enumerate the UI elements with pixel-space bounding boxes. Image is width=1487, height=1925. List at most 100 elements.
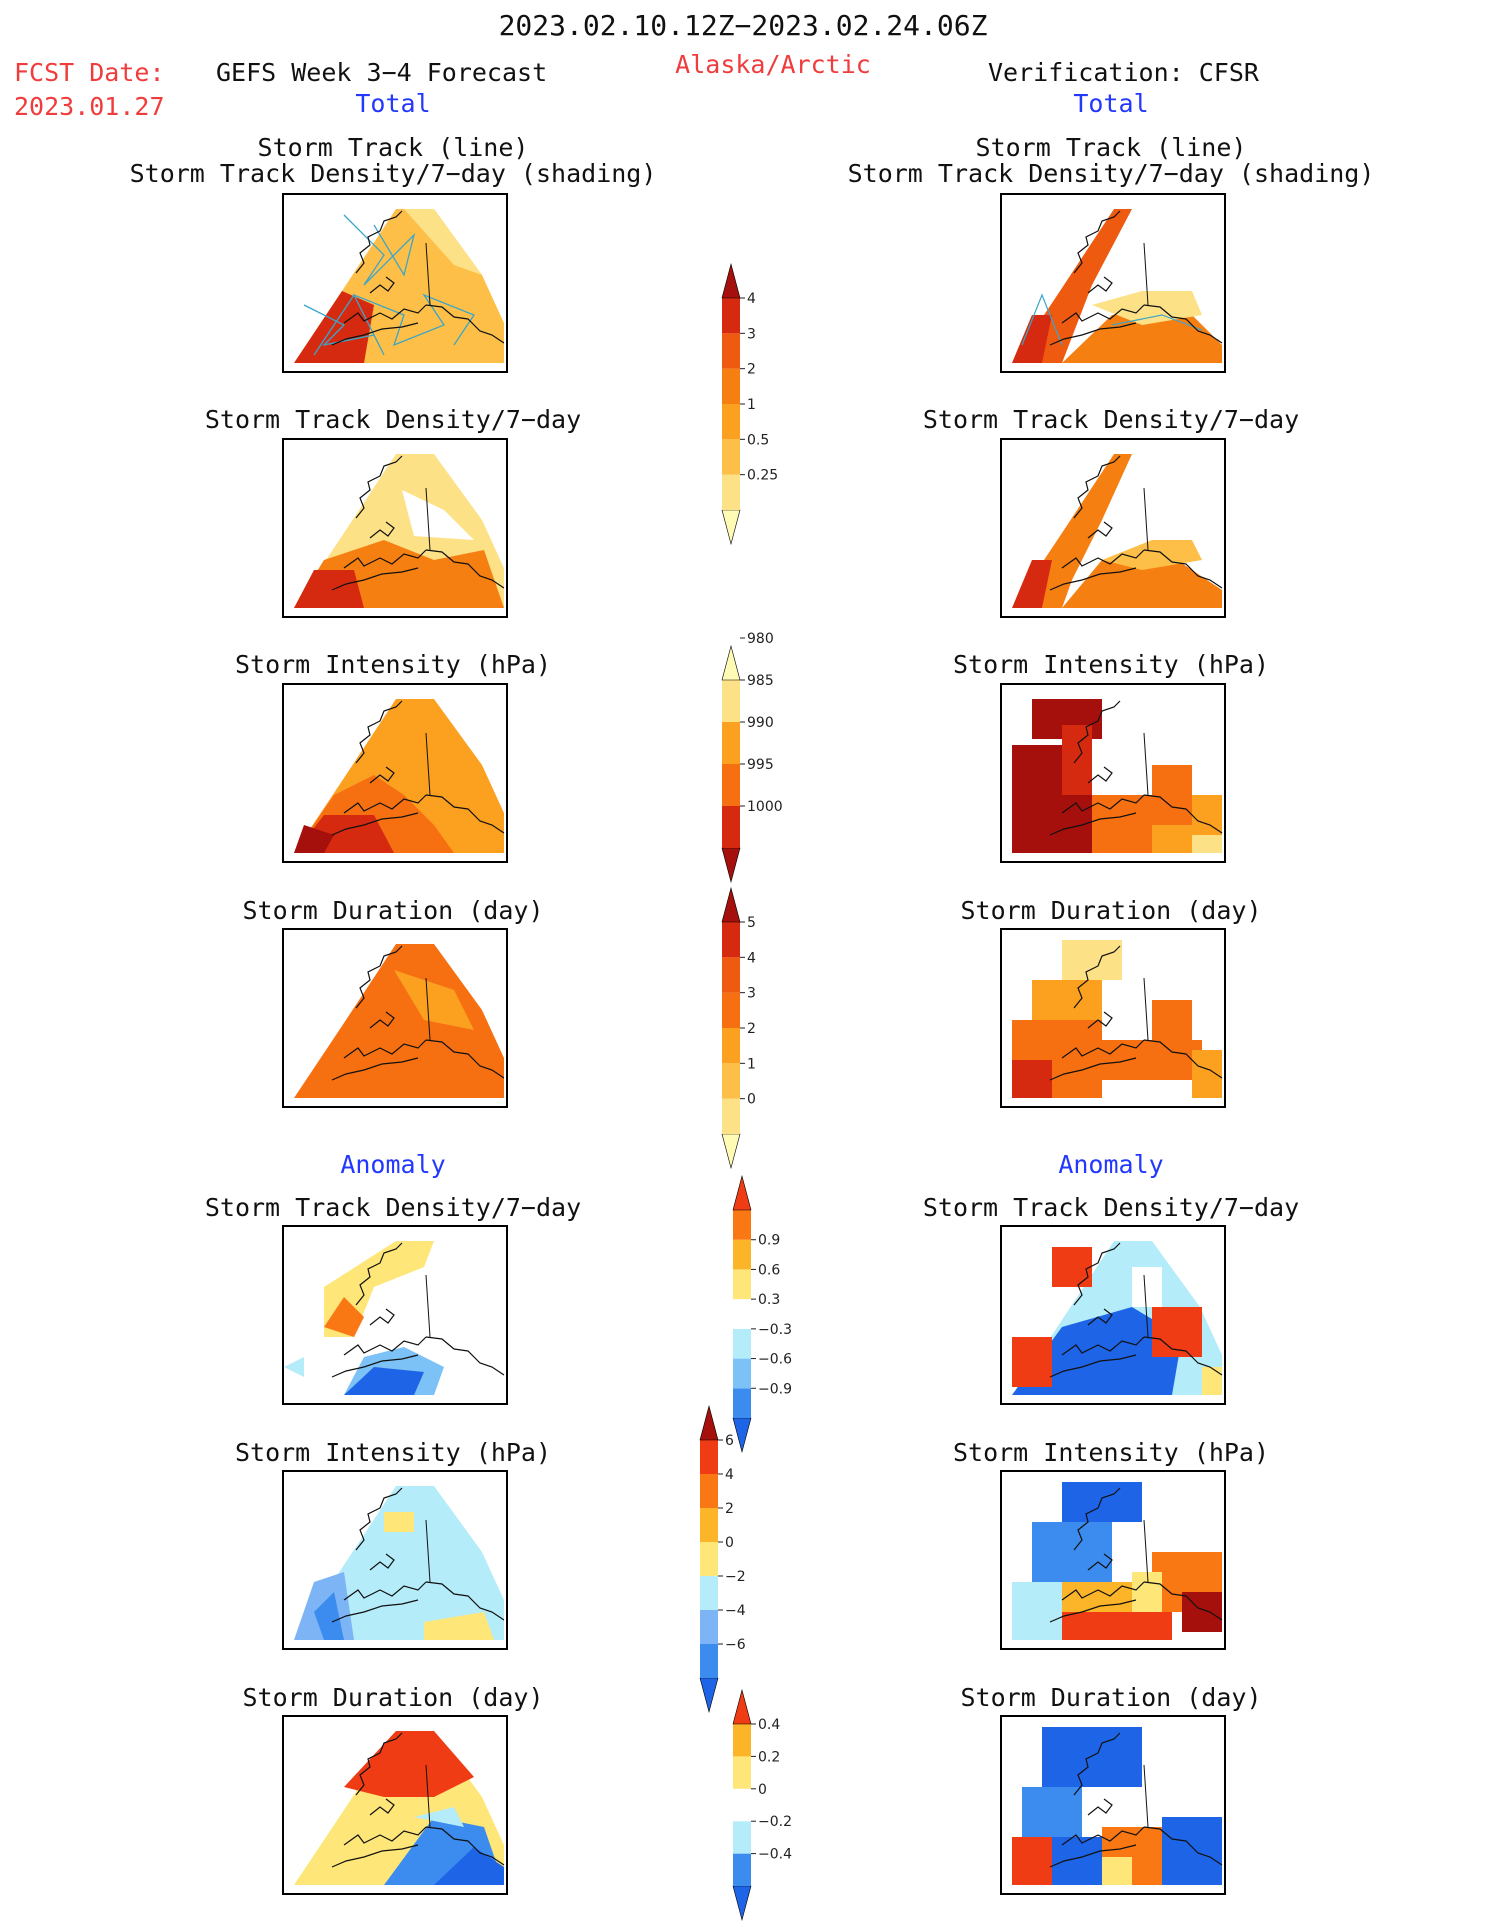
total-label-right: Total (1073, 89, 1149, 118)
title-track-shading-right: Storm Track Density/7−day (shading) (847, 159, 1375, 188)
border-line (425, 732, 431, 796)
colorbar-tick-label: −6 (725, 1637, 746, 1653)
colorbar-svg: −6 −4 −2 0 2 4 6 (699, 1404, 746, 1714)
colorbar-arrow-top (721, 262, 741, 299)
colorbar-arrow-top (721, 644, 741, 681)
border-line (1143, 732, 1149, 796)
shaded-cell (1192, 1050, 1222, 1098)
title-anom-density-right: Storm Track Density/7−day (922, 1193, 1300, 1222)
coastline (1049, 945, 1223, 1081)
map-track-verification (1000, 193, 1226, 373)
colorbar-tick-label: 6 (725, 1433, 734, 1449)
map-intensity-verification (1000, 683, 1226, 863)
colorbar-tick-label: 0 (758, 1782, 767, 1798)
colorbar-segment (733, 1239, 751, 1270)
colorbar-segment (733, 1388, 751, 1418)
anomaly-label-right: Anomaly (1058, 1150, 1164, 1179)
shaded-region (414, 1807, 464, 1827)
colorbar-arrow-top (732, 1688, 752, 1725)
fcst-date-label: FCST Date: (14, 58, 165, 87)
colorbar-arrow-bottom (721, 1133, 741, 1170)
shaded-region (294, 944, 504, 1098)
title-anom-intensity-right: Storm Intensity (hPa) (952, 1438, 1270, 1467)
colorbar-segment (722, 1028, 740, 1064)
colorbar-total-duration: 0 1 2 3 4 5 (721, 886, 800, 1170)
shaded-cell (1192, 835, 1222, 853)
colorbar-tick-label: −0.2 (758, 1814, 792, 1830)
title-intensity-right: Storm Intensity (hPa) (952, 650, 1270, 679)
shaded-region (294, 1241, 504, 1395)
colorbar-tick-label: −4 (725, 1603, 746, 1619)
map-duration-forecast (282, 928, 508, 1108)
colorbar-segment (733, 1821, 751, 1854)
colorbar-segment (733, 1358, 751, 1389)
colorbar-total-intensity: 980 985 990 995 1000 (721, 631, 800, 884)
colorbar-tick-label: 0.3 (758, 1292, 780, 1308)
colorbar-arrow-top (732, 1174, 752, 1211)
shaded-region (394, 970, 474, 1030)
shaded-cell (1162, 1817, 1222, 1885)
shaded-region (1012, 560, 1052, 608)
colorbar-tick-label: 4 (747, 291, 756, 307)
shaded-region (294, 291, 374, 363)
shaded-region (1062, 305, 1222, 363)
map-svg (294, 1486, 505, 1640)
map-svg (1012, 940, 1223, 1098)
colorbar-tick-label: 0.4 (758, 1717, 780, 1733)
shaded-region (294, 825, 334, 853)
title-density-right: Storm Track Density/7−day (922, 405, 1300, 434)
shaded-cell (1062, 1482, 1142, 1522)
border-line (425, 1274, 431, 1338)
colorbar-segment (700, 1440, 718, 1474)
border-line (1143, 977, 1149, 1041)
shaded-cell (1152, 765, 1192, 825)
shaded-cell (1132, 1267, 1162, 1307)
period-title: 2023.02.10.12Z−2023.02.24.06Z (498, 9, 988, 42)
colorbar-segment (733, 1788, 751, 1822)
coastline (331, 210, 505, 346)
shaded-region (384, 1512, 414, 1532)
region-title: Alaska/Arctic (675, 50, 871, 79)
border-line (1143, 1519, 1149, 1583)
colorbar-tick-label: 0.6 (758, 1262, 780, 1278)
colorbar-segment (722, 722, 740, 764)
map-svg (1012, 699, 1223, 853)
map-anom-density-verification (1000, 1225, 1226, 1405)
colorbar-anom-duration: −0.4 −0.2 0 0.2 0.4 (732, 1688, 811, 1922)
border-line (425, 1519, 431, 1583)
colorbar-segment (700, 1576, 718, 1610)
colorbar-segment (722, 992, 740, 1028)
shaded-region (284, 1357, 304, 1377)
map-svg (294, 1731, 505, 1885)
shaded-region (1012, 315, 1052, 363)
colorbar-arrow-top (721, 886, 741, 923)
shaded-cell (1012, 1060, 1052, 1098)
shaded-cell (1022, 1787, 1082, 1837)
shaded-cell (1042, 1727, 1142, 1787)
colorbar-tick-label: 995 (747, 757, 774, 773)
shaded-cell (1052, 1247, 1092, 1287)
shaded-cell (1132, 1572, 1162, 1612)
shaded-region (1012, 1307, 1182, 1395)
colorbar-tick-label: 1 (747, 1056, 756, 1072)
shaded-cell (1032, 1522, 1112, 1582)
colorbar-tick-label: 1 (747, 397, 756, 413)
map-svg (1012, 1241, 1223, 1395)
colorbar-segment (733, 1328, 751, 1359)
colorbar-tick-label: 0 (747, 1092, 756, 1108)
colorbar-tick-label: 3 (747, 326, 756, 342)
colorbar-segment (722, 368, 740, 404)
title-track-line-left: Storm Track (line) (257, 133, 529, 162)
border-line (1143, 1764, 1149, 1828)
colorbar-svg: 0 1 2 3 4 5 (721, 886, 756, 1170)
shaded-region (314, 1592, 344, 1640)
shaded-cell (1152, 825, 1192, 853)
title-anom-duration-right: Storm Duration (day) (960, 1683, 1262, 1712)
coastline (1049, 1487, 1223, 1623)
map-svg (1012, 1727, 1223, 1885)
colorbar-segment (722, 404, 740, 440)
shaded-region (294, 570, 364, 608)
colorbar-arrow-bottom (721, 847, 741, 884)
map-density-verification (1000, 438, 1226, 618)
storm-track-line (303, 214, 475, 356)
